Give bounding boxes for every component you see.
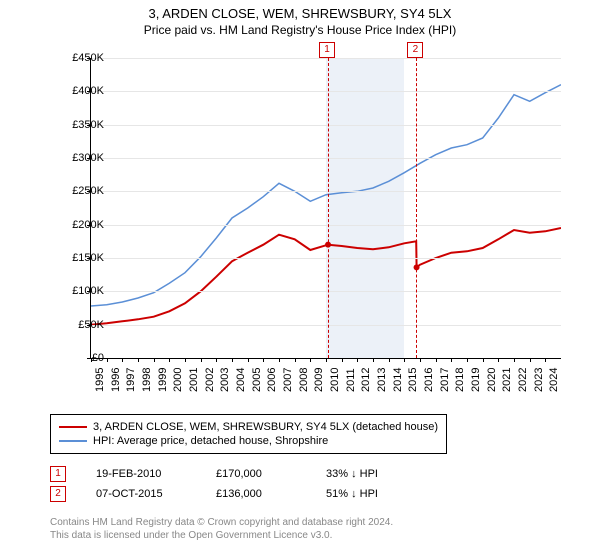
x-axis-label: 2006: [266, 368, 278, 392]
series-hpi: [91, 85, 561, 306]
sales-table: 1 19-FEB-2010 £170,000 33% ↓ HPI 2 07-OC…: [50, 462, 378, 506]
x-axis-label: 2002: [204, 368, 216, 392]
x-axis-label: 2005: [251, 368, 263, 392]
sale-delta: 51% ↓ HPI: [326, 488, 378, 500]
sale-delta: 33% ↓ HPI: [326, 468, 378, 480]
x-axis-label: 2018: [454, 368, 466, 392]
x-axis-label: 2009: [313, 368, 325, 392]
chart-container: 3, ARDEN CLOSE, WEM, SHREWSBURY, SY4 5LX…: [0, 0, 600, 560]
sale-price: £170,000: [216, 468, 296, 480]
x-axis-label: 2017: [439, 368, 451, 392]
sale-date: 19-FEB-2010: [96, 468, 186, 480]
y-axis-label: £50K: [44, 319, 104, 331]
x-axis-label: 2014: [392, 368, 404, 392]
x-axis-label: 2016: [423, 368, 435, 392]
x-axis-label: 1997: [125, 368, 137, 392]
x-axis-label: 2000: [172, 368, 184, 392]
sales-row: 2 07-OCT-2015 £136,000 51% ↓ HPI: [50, 486, 378, 502]
x-axis-label: 2001: [188, 368, 200, 392]
x-axis-label: 1996: [110, 368, 122, 392]
sale-marker-2: 2: [50, 486, 66, 502]
legend-label-hpi: HPI: Average price, detached house, Shro…: [93, 435, 328, 447]
footer-attribution: Contains HM Land Registry data © Crown c…: [50, 516, 393, 542]
y-axis-label: £250K: [44, 185, 104, 197]
y-axis-label: £150K: [44, 252, 104, 264]
x-axis-label: 2019: [470, 368, 482, 392]
title-address: 3, ARDEN CLOSE, WEM, SHREWSBURY, SY4 5LX: [0, 6, 600, 21]
legend-label-property: 3, ARDEN CLOSE, WEM, SHREWSBURY, SY4 5LX…: [93, 421, 438, 433]
y-axis-label: £400K: [44, 85, 104, 97]
y-axis-label: £450K: [44, 52, 104, 64]
x-axis-label: 2008: [298, 368, 310, 392]
x-axis-label: 2021: [501, 368, 513, 392]
sale-price: £136,000: [216, 488, 296, 500]
x-axis-label: 2012: [360, 368, 372, 392]
legend-row: HPI: Average price, detached house, Shro…: [59, 435, 438, 447]
title-subtitle: Price paid vs. HM Land Registry's House …: [0, 23, 600, 37]
title-block: 3, ARDEN CLOSE, WEM, SHREWSBURY, SY4 5LX…: [0, 0, 600, 37]
x-axis-label: 2003: [219, 368, 231, 392]
x-axis-label: 2024: [548, 368, 560, 392]
footer-line1: Contains HM Land Registry data © Crown c…: [50, 516, 393, 529]
plot-area: [90, 58, 561, 359]
legend-row: 3, ARDEN CLOSE, WEM, SHREWSBURY, SY4 5LX…: [59, 421, 438, 433]
x-axis-label: 2013: [376, 368, 388, 392]
x-axis-label: 1998: [141, 368, 153, 392]
legend-swatch-property: [59, 426, 87, 428]
legend-box: 3, ARDEN CLOSE, WEM, SHREWSBURY, SY4 5LX…: [50, 414, 447, 454]
y-axis-label: £0: [44, 352, 104, 364]
chart-area: £0 £50K £100K £150K £200K £250K £300K £350K £400…: [40, 48, 580, 398]
x-axis-label: 1999: [157, 368, 169, 392]
event-marker: 1: [319, 42, 335, 58]
x-axis-label: 2015: [407, 368, 419, 392]
x-axis-label: 2022: [517, 368, 529, 392]
y-axis-label: £350K: [44, 119, 104, 131]
line-layer: [91, 58, 561, 358]
event-marker: 2: [407, 42, 423, 58]
y-axis-label: £200K: [44, 219, 104, 231]
x-axis-label: 2010: [329, 368, 341, 392]
sale-marker-1: 1: [50, 466, 66, 482]
x-axis-label: 2023: [533, 368, 545, 392]
footer-line2: This data is licensed under the Open Gov…: [50, 529, 393, 542]
sale-date: 07-OCT-2015: [96, 488, 186, 500]
y-axis-label: £300K: [44, 152, 104, 164]
sales-row: 1 19-FEB-2010 £170,000 33% ↓ HPI: [50, 466, 378, 482]
x-axis-label: 1995: [94, 368, 106, 392]
x-axis-label: 2007: [282, 368, 294, 392]
y-axis-label: £100K: [44, 285, 104, 297]
x-axis-label: 2004: [235, 368, 247, 392]
legend-swatch-hpi: [59, 440, 87, 442]
x-axis-label: 2020: [486, 368, 498, 392]
x-axis-label: 2011: [345, 368, 357, 392]
